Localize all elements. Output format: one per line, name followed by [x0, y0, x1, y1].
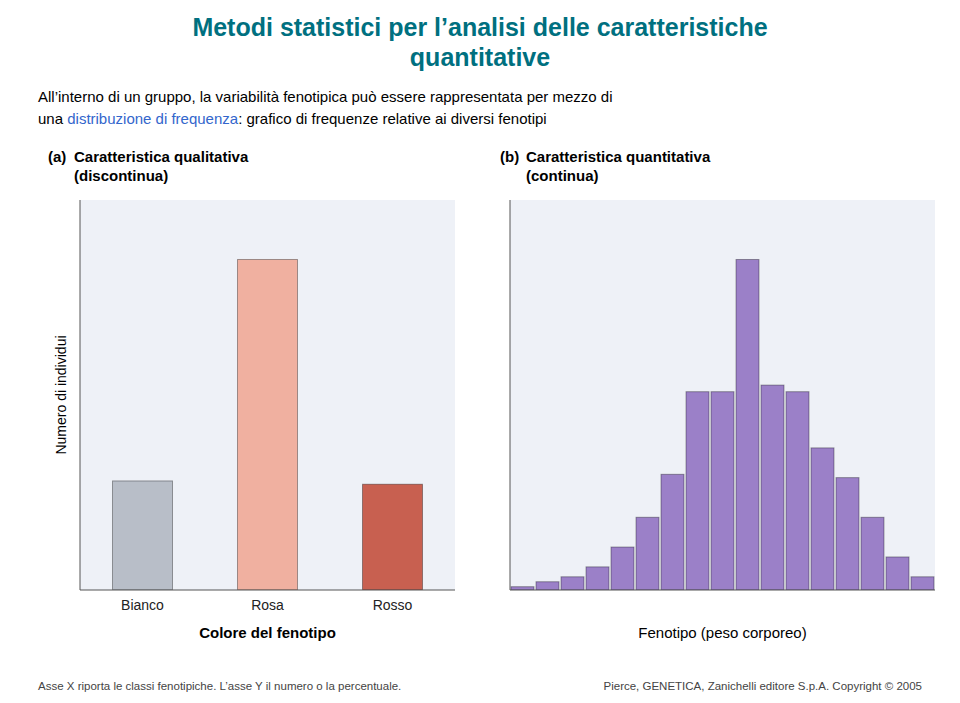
panel-label: (a) [48, 148, 66, 165]
bar [836, 478, 859, 590]
page: Metodi statistici per l’analisi delle ca… [0, 0, 960, 703]
y-axis-line [510, 200, 511, 590]
bar [561, 577, 584, 590]
body-text: una distribuzione di frequenza: grafico … [38, 110, 547, 127]
plot-background [510, 200, 935, 590]
bar [811, 448, 834, 590]
panel-title: Caratteristica qualitativa [74, 148, 249, 165]
bar [911, 577, 934, 590]
bars [113, 259, 423, 590]
plot-background [80, 200, 455, 590]
x-axis-line [510, 590, 935, 591]
chart: (a) Caratteristica qualitativa (discontinu… [48, 148, 455, 641]
bar [113, 481, 173, 590]
panel-title: Caratteristica quantitativa [526, 148, 711, 165]
y-axis-label: Numero di individui [53, 335, 69, 454]
tick-label: Rosa [251, 597, 284, 613]
x-axis-label: Colore del fenotipo [199, 624, 336, 641]
bar [586, 567, 609, 590]
bar [636, 517, 659, 590]
bar [786, 392, 809, 590]
bar [736, 259, 759, 590]
footer: Pierce, GENETICA, Zanichelli editore S.p… [604, 680, 922, 692]
body-link: distribuzione di frequenza [67, 110, 239, 127]
title: quantitative [410, 43, 550, 71]
bar [861, 517, 884, 590]
bars [511, 259, 934, 590]
bar [661, 474, 684, 590]
panel-label: (b) [500, 148, 519, 165]
bar [761, 385, 784, 590]
panel-subtitle: (continua) [526, 167, 599, 184]
panel-subtitle: (discontinua) [74, 167, 168, 184]
title: Metodi statistici per l’analisi delle ca… [192, 13, 767, 41]
footer: Asse X riporta le classi fenotipiche. L’… [38, 680, 401, 692]
body-text: una [38, 110, 67, 127]
x-axis-line [80, 590, 455, 591]
x-axis-label: Fenotipo (peso corporeo) [638, 624, 806, 641]
bar [238, 259, 298, 590]
body-text: All’interno di un gruppo, la variabilità… [38, 88, 613, 105]
bar [711, 392, 734, 590]
bar [363, 484, 423, 590]
bar [886, 557, 909, 590]
bar [686, 392, 709, 590]
bar [536, 582, 559, 590]
body-text: : grafico di frequenze relative ai diver… [238, 110, 547, 127]
tick-label: Bianco [121, 597, 164, 613]
bar [611, 547, 634, 590]
chart: (b) Caratteristica quantitativa (continua)… [500, 148, 935, 641]
tick-label: Rosso [373, 597, 413, 613]
y-axis-line [80, 200, 81, 590]
